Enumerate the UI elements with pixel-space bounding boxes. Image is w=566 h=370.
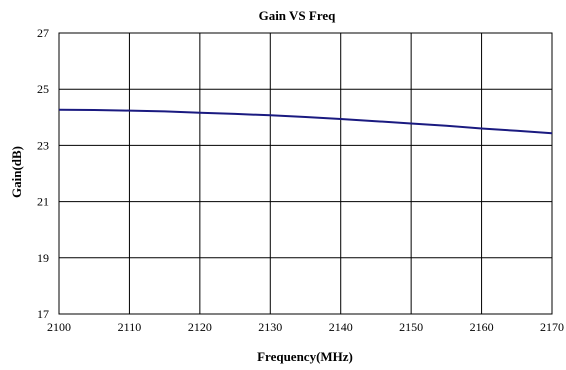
x-tick-label: 2130 (258, 320, 282, 334)
series-layer (58, 108, 553, 135)
x-tick-label: 2150 (399, 320, 423, 334)
x-axis-title: Frequency(MHz) (257, 349, 353, 364)
x-tick-label: 2100 (47, 320, 71, 334)
plot-area-frame (58, 32, 553, 315)
chart-title: Gain VS Freq (259, 8, 337, 23)
gain-series-line (58, 108, 553, 135)
x-tick-label: 2170 (540, 320, 564, 334)
y-tick-label: 19 (37, 251, 49, 265)
y-axis-title: Gain(dB) (9, 146, 24, 198)
y-tick-label: 23 (37, 138, 49, 152)
y-tick-label: 17 (37, 307, 49, 321)
x-tick-label: 2160 (470, 320, 494, 334)
y-tick-label: 21 (37, 195, 49, 209)
y-tick-label: 25 (37, 82, 49, 96)
grid (59, 33, 552, 314)
tick-labels: 2100 2110 2120 2130 2140 2150 2160 2170 17 19 21 23… (37, 26, 564, 334)
x-tick-label: 2120 (188, 320, 212, 334)
y-tick-label: 27 (37, 26, 49, 40)
x-tick-label: 2110 (118, 320, 142, 334)
x-tick-label: 2140 (329, 320, 353, 334)
